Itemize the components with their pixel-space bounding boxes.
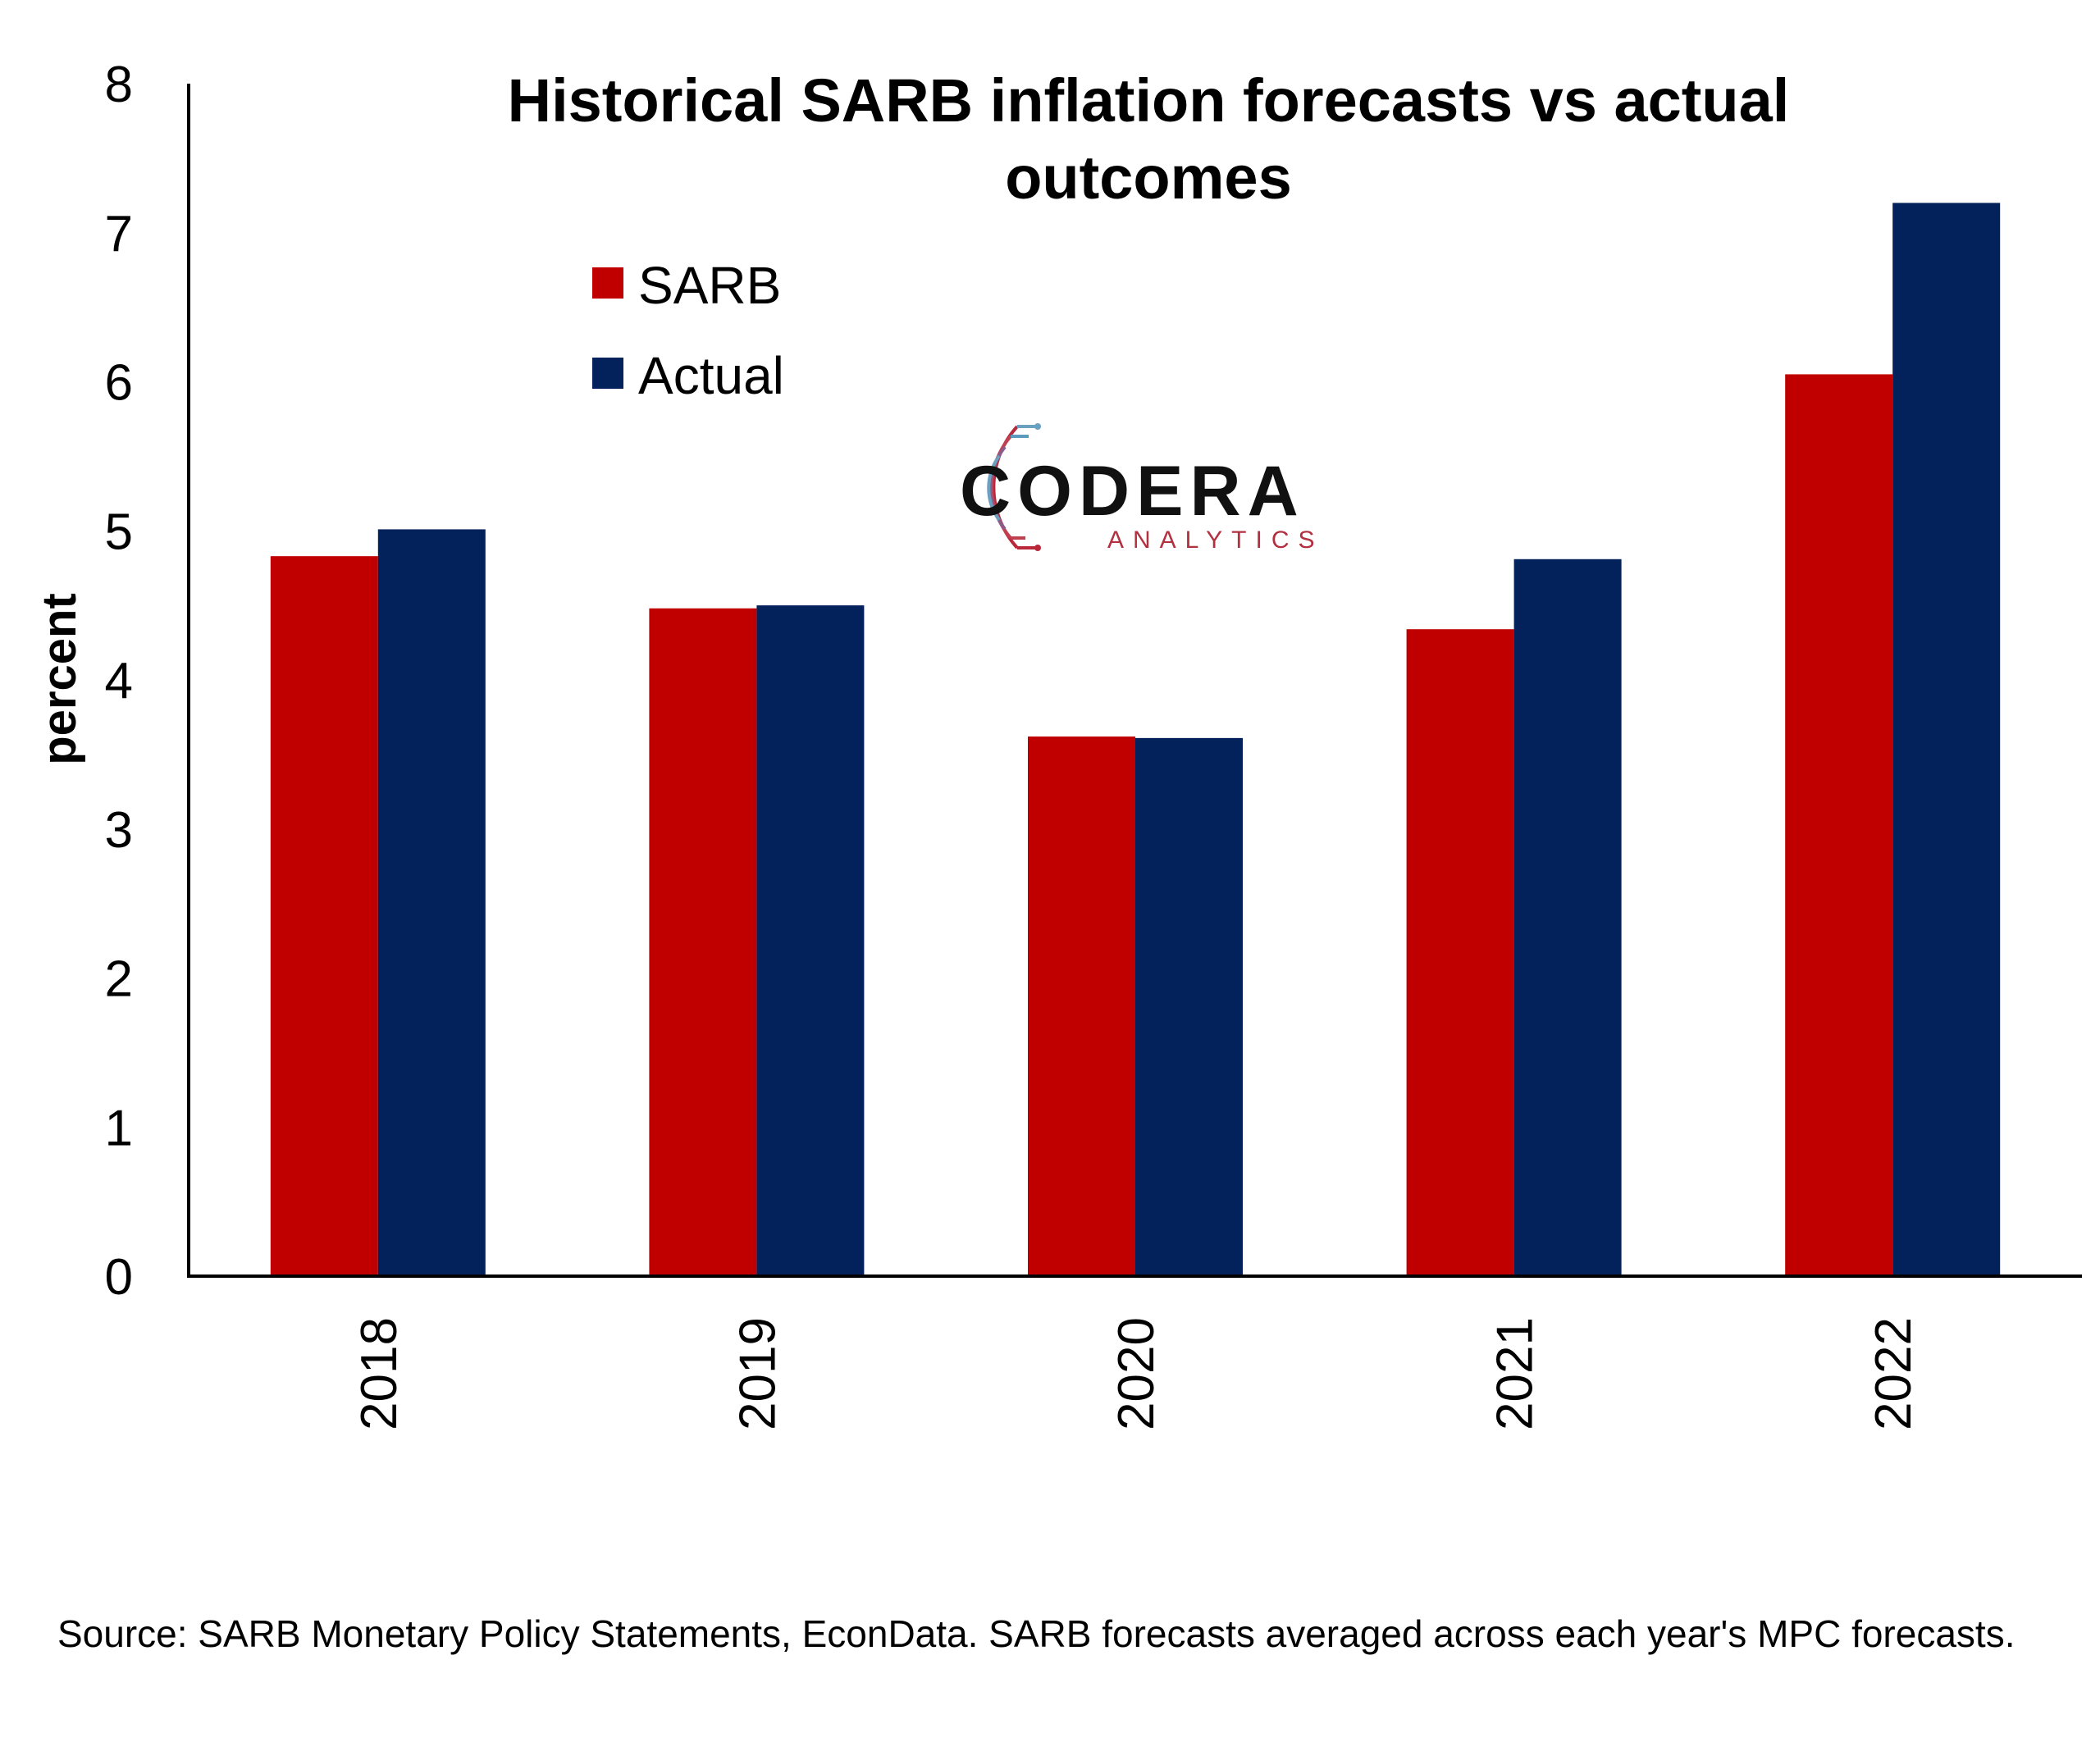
bar-actual-2022 [1892, 203, 2001, 1276]
y-axis-tick-labels: 0 1 2 3 4 5 6 7 8 [105, 57, 133, 1306]
x-tick-label: 2020 [1108, 1317, 1165, 1430]
y-tick-label: 6 [105, 355, 133, 412]
bar-sarb-2019 [649, 608, 757, 1276]
x-tick-label: 2018 [351, 1317, 408, 1430]
chart-title-line-2: outcomes [1005, 144, 1292, 212]
bar-series [270, 203, 2001, 1277]
y-tick-label: 2 [105, 951, 133, 1008]
x-tick-label: 2022 [1865, 1317, 1922, 1430]
bar-actual-2018 [377, 529, 486, 1276]
y-axis-label: percent [33, 593, 86, 765]
legend: SARB Actual [592, 256, 784, 405]
bar-sarb-2020 [1028, 736, 1135, 1276]
legend-swatch-sarb [592, 267, 623, 299]
bar-actual-2019 [756, 605, 865, 1276]
chart-title: Historical SARB inflation forecasts vs a… [508, 66, 1790, 212]
logo-mark-icon [987, 423, 1041, 551]
bar-sarb-2021 [1406, 629, 1514, 1276]
x-tick-label: 2021 [1487, 1317, 1544, 1430]
chart-title-line-1: Historical SARB inflation forecasts vs a… [508, 66, 1790, 135]
bar-sarb-2022 [1785, 374, 1893, 1277]
bar-sarb-2018 [270, 556, 378, 1276]
codera-analytics-logo: CODERA ANALYTICS [960, 423, 1324, 554]
legend-swatch-actual [592, 358, 623, 389]
legend-label-actual: Actual [638, 346, 784, 405]
y-tick-label: 7 [105, 206, 133, 262]
bar-actual-2021 [1513, 559, 1622, 1276]
y-tick-label: 0 [105, 1249, 133, 1306]
y-tick-label: 3 [105, 802, 133, 859]
y-tick-label: 8 [105, 57, 133, 113]
x-tick-label: 2019 [729, 1317, 786, 1430]
y-tick-label: 1 [105, 1100, 133, 1156]
x-axis-tick-labels: 2018 2019 2020 2021 2022 [351, 1317, 1922, 1430]
bar-actual-2020 [1135, 737, 1243, 1276]
legend-label-sarb: SARB [638, 256, 781, 315]
y-tick-label: 5 [105, 504, 133, 560]
source-note: Source: SARB Monetary Policy Statements,… [57, 1612, 2016, 1655]
logo-name: CODERA [960, 452, 1305, 531]
logo-tagline: ANALYTICS [1107, 527, 1324, 554]
y-tick-label: 4 [105, 653, 133, 709]
